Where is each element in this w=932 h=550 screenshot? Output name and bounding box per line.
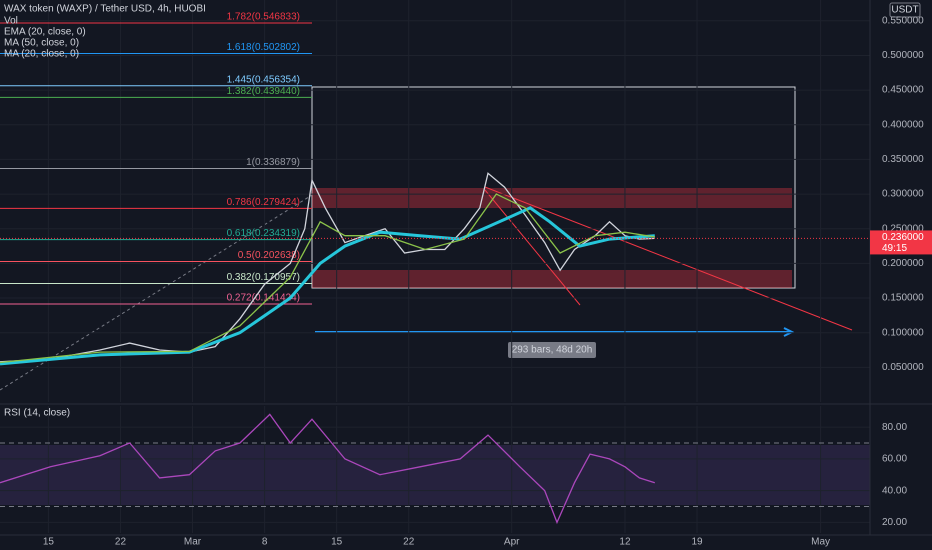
x-tick-label: May	[811, 537, 830, 548]
y-tick-label: 0.200000	[882, 258, 924, 269]
rsi-title: RSI (14, close)	[4, 408, 70, 419]
y-tick-label: 0.350000	[882, 154, 924, 165]
x-tick-label: 22	[115, 537, 127, 548]
y-tick-label: 0.450000	[882, 85, 924, 96]
x-tick-label: 12	[619, 537, 631, 548]
indicator: Vol	[4, 16, 18, 27]
y-tick-label: 0.500000	[882, 50, 924, 61]
resistance-zone	[312, 188, 792, 208]
y-tick-label: 0.100000	[882, 327, 924, 338]
series-line	[0, 206, 655, 366]
fib-label: 0.5(0.202638)	[238, 250, 300, 261]
x-tick-label: Mar	[184, 537, 202, 548]
x-tick-label: Apr	[504, 537, 520, 548]
drawings: 293 bars, 48d 20h	[0, 86, 853, 391]
currency-box[interactable]	[889, 2, 921, 18]
x-tick-label: 19	[691, 537, 703, 548]
countdown: 49:15	[882, 243, 907, 254]
trend-line	[484, 189, 581, 306]
series-line	[0, 193, 655, 364]
indicator: EMA (20, close, 0)	[4, 27, 86, 38]
fib-label: 0.786(0.279424)	[227, 197, 300, 208]
y-tick-label: 0.300000	[882, 189, 924, 200]
bars-note-box	[508, 342, 596, 358]
y-tick-label: 40.00	[882, 485, 907, 496]
y-tick-label: 60.00	[882, 454, 907, 465]
y-tick-label: 80.00	[882, 422, 907, 433]
x-tick-label: 22	[403, 537, 415, 548]
price-label: 0.236000	[882, 232, 924, 243]
trend-line	[484, 186, 853, 331]
y-tick-label: 20.00	[882, 517, 907, 528]
fib-label: 0.618(0.234319)	[227, 228, 300, 239]
bars-note: 293 bars, 48d 20h	[512, 345, 593, 356]
range-box	[311, 86, 796, 289]
indicator: MA (50, close, 0)	[4, 38, 79, 49]
x-tick-label: 15	[331, 537, 343, 548]
price-label-box	[870, 230, 932, 255]
price-pane: 1.782(0.546833) 1.618(0.502802) 1.445(0.45…	[0, 0, 870, 402]
chart-title: WAX token (WAXP) / Tether USD, 4h, HUOBI	[4, 4, 206, 15]
y-tick-label: 0.550000	[882, 15, 924, 26]
fib-label: 0.272(0.141424)	[227, 293, 300, 304]
fib-label: 1.782(0.546833)	[227, 12, 300, 23]
fib-label: 1.382(0.439440)	[227, 86, 300, 97]
currency[interactable]: USDT	[891, 5, 918, 16]
arrow-head	[783, 327, 795, 337]
y-tick-label: 0.050000	[882, 362, 924, 373]
support-zone	[312, 270, 792, 288]
x-tick-label: 8	[262, 537, 268, 548]
series-line	[0, 413, 655, 525]
fib-label: 1(0.336879)	[246, 157, 300, 168]
indicator: MA (20, close, 0)	[4, 49, 79, 60]
fib-label: 1.618(0.502802)	[227, 42, 300, 53]
fib-label: 0.382(0.170957)	[227, 272, 300, 283]
rsi-band	[0, 445, 870, 505]
axes: 0.050000 0.100000 0.150000 0.200000 0.250000…	[43, 15, 932, 548]
y-tick-label: 0.400000	[882, 119, 924, 130]
y-tick-label: 0.150000	[882, 293, 924, 304]
fib-label: 1.445(0.456354)	[227, 74, 300, 85]
y-tick-label: 0.250000	[882, 223, 924, 234]
x-tick-label: 15	[43, 537, 55, 548]
legend: WAX token (WAXP) / Tether USD, 4h, HUOBI…	[4, 4, 206, 419]
rsi-pane	[0, 406, 870, 533]
